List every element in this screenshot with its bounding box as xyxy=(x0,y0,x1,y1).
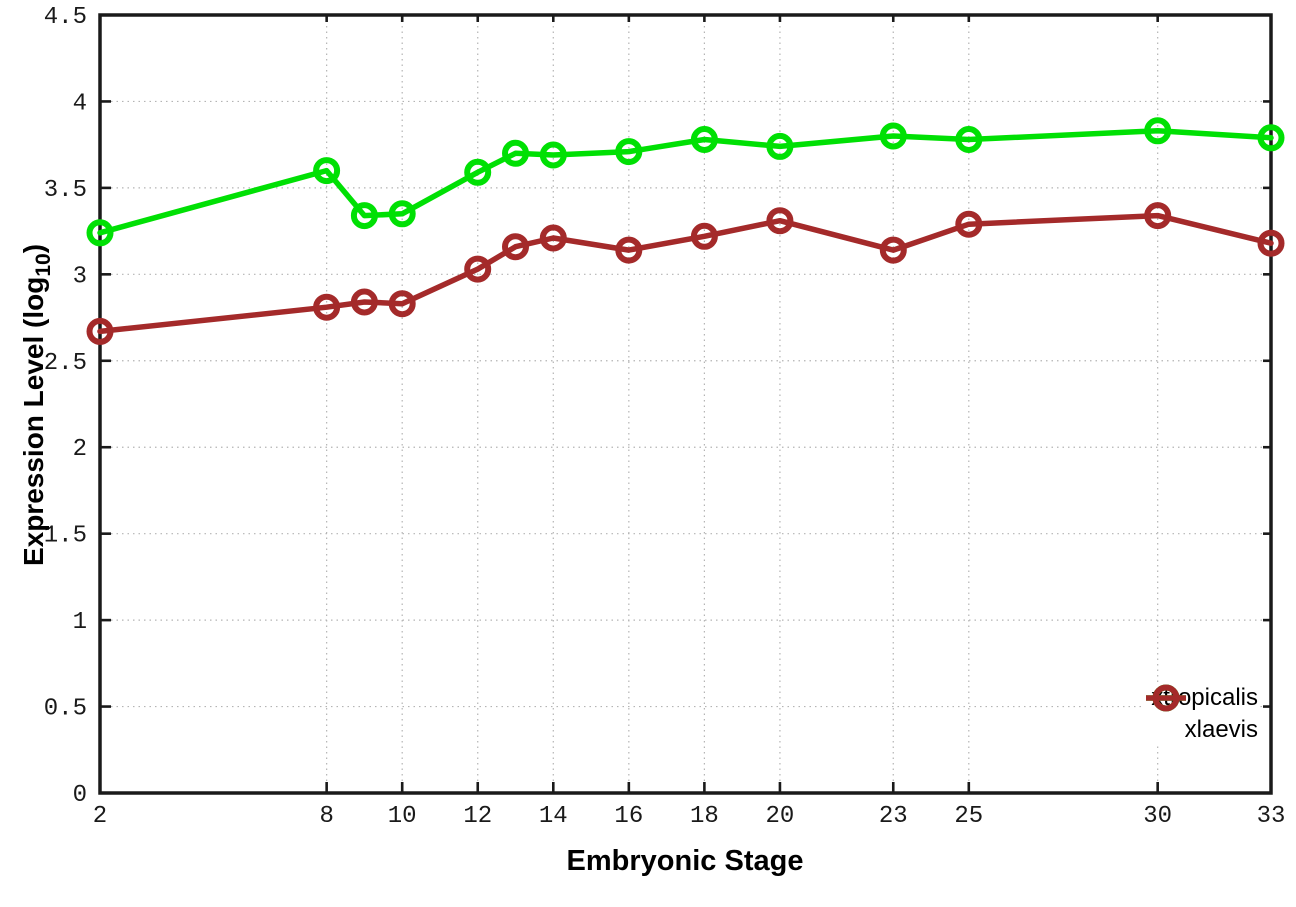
data-point-xtropicalis-stage-9 xyxy=(350,202,378,230)
series-line-xlaevis xyxy=(97,212,1274,335)
x-tick-label: 18 xyxy=(690,803,719,830)
x-tick-label: 2 xyxy=(93,803,107,830)
y-tick-label: 2.5 xyxy=(44,350,87,377)
data-point-xtropicalis-stage-30 xyxy=(1144,117,1172,145)
data-point-xlaevis-stage-14 xyxy=(539,224,567,252)
x-tick-label: 20 xyxy=(766,803,795,830)
data-point-xtropicalis-stage-2 xyxy=(86,219,114,247)
data-point-xlaevis-stage-2 xyxy=(86,317,114,345)
y-tick-label: 3.5 xyxy=(44,177,87,204)
x-tick-label: 25 xyxy=(954,803,983,830)
data-point-xlaevis-stage-18 xyxy=(690,222,718,250)
plot-border xyxy=(98,13,1273,795)
data-point-xlaevis-stage-10 xyxy=(388,290,416,318)
y-tick-label: 1 xyxy=(73,609,87,636)
data-point-xtropicalis-stage-8 xyxy=(313,157,341,185)
legend-marker-xlaevis xyxy=(1146,684,1187,712)
data-point-xlaevis-stage-12 xyxy=(464,255,492,283)
data-point-xtropicalis-stage-23 xyxy=(879,122,907,150)
data-point-xtropicalis-stage-12 xyxy=(464,158,492,186)
data-point-xlaevis-stage-25 xyxy=(955,210,983,238)
data-point-xlaevis-stage-9 xyxy=(350,288,378,316)
data-point-xlaevis-stage-13 xyxy=(502,233,529,261)
data-point-xtropicalis-stage-25 xyxy=(955,126,983,153)
data-point-xtropicalis-stage-10 xyxy=(388,200,416,228)
x-tick-label: 23 xyxy=(879,803,908,830)
data-point-xtropicalis-stage-20 xyxy=(766,132,794,160)
data-point-xtropicalis-stage-16 xyxy=(615,138,643,166)
y-axis-title-text: Expression Level (log xyxy=(18,276,49,567)
legend-item-xlaevis: xlaevis xyxy=(1146,684,1258,746)
y-tick-label: 2 xyxy=(73,436,87,463)
y-axis-title: Expression Level (log10) xyxy=(18,243,55,567)
y-tick-label: 4.5 xyxy=(44,4,87,31)
y-tick-label: 4 xyxy=(73,90,87,117)
legend-point-sample-icon xyxy=(1152,684,1180,712)
x-tick-label: 33 xyxy=(1257,803,1286,830)
y-axis-title-close: ) xyxy=(18,243,49,254)
data-point-xtropicalis-stage-14 xyxy=(539,141,567,169)
x-axis-title: Embryonic Stage xyxy=(566,845,804,877)
y-tick-label: 1.5 xyxy=(44,523,87,550)
y-tick-label: 3 xyxy=(73,263,87,290)
y-tick-label: 0.5 xyxy=(44,696,87,723)
x-tick-label: 12 xyxy=(463,803,492,830)
data-point-xlaevis-stage-33 xyxy=(1257,229,1285,257)
y-tick-label: 0 xyxy=(73,782,87,809)
x-tick-label: 14 xyxy=(539,803,568,830)
data-point-xlaevis-stage-23 xyxy=(879,236,907,264)
x-tick-label: 16 xyxy=(614,803,643,830)
data-point-xlaevis-stage-20 xyxy=(766,207,794,235)
data-point-xtropicalis-stage-13 xyxy=(502,139,529,167)
x-tick-label: 10 xyxy=(388,803,417,830)
data-point-xlaevis-stage-8 xyxy=(313,293,341,321)
data-point-xlaevis-stage-16 xyxy=(615,236,643,264)
data-point-xtropicalis-stage-33 xyxy=(1257,124,1285,152)
legend: xtropicalis xlaevis xyxy=(1143,682,1258,746)
data-point-xtropicalis-stage-18 xyxy=(690,126,718,153)
y-axis-title-subscript: 10 xyxy=(32,253,55,277)
x-tick-label: 30 xyxy=(1143,803,1172,830)
legend-label-xlaevis: xlaevis xyxy=(1184,716,1258,743)
x-tick-label: 8 xyxy=(319,803,333,830)
data-point-xlaevis-stage-30 xyxy=(1144,202,1172,230)
